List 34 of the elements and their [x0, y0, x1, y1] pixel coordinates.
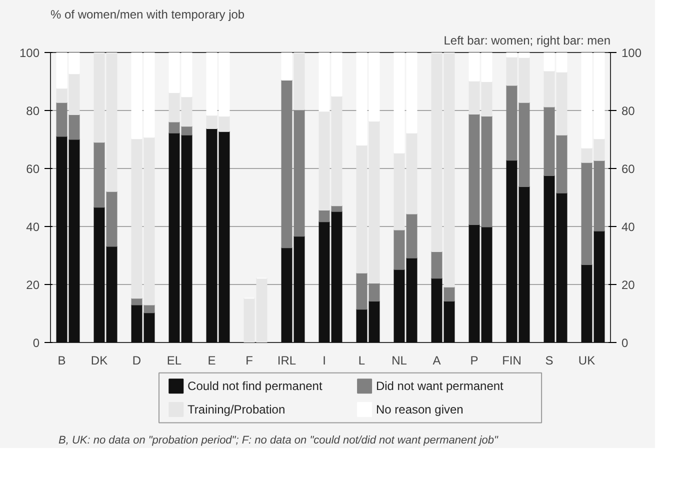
x-tick-label: FIN	[502, 354, 522, 368]
x-tick-label: E	[208, 354, 216, 368]
x-tick-label: A	[432, 354, 441, 368]
legend-label: Could not find permanent	[188, 379, 323, 394]
y2-tick-label: 80	[622, 104, 636, 118]
chart-subtitle: Left bar: women; right bar: men	[444, 34, 611, 48]
x-tick-label: EL	[166, 354, 182, 368]
x-tick-label: DK	[90, 354, 108, 368]
x-tick-label: P	[470, 354, 478, 368]
chart-title: % of women/men with temporary job	[50, 8, 245, 22]
legend-label: Did not want permanent	[376, 379, 504, 394]
x-tick-label: IRL	[277, 354, 296, 368]
text: B, UK: no data on "probation period"; F: no data on "could not/did not want permanent job"	[58, 434, 499, 446]
x-tick-label: D	[132, 354, 142, 368]
y-tick-label: 0	[32, 336, 40, 350]
x-tick-label: F	[246, 354, 253, 368]
y2-tick-label: 0	[622, 336, 628, 350]
y-tick-label: 80	[26, 104, 40, 118]
y2-tick-label: 100	[622, 46, 642, 60]
y-tick-label: 40	[26, 220, 40, 234]
y2-tick-label: 20	[622, 278, 636, 292]
x-tick-label: B	[58, 354, 66, 368]
legend-label: No reason given	[376, 402, 464, 416]
legend-label: Training/Probation	[188, 402, 286, 416]
y-tick-label: 60	[26, 162, 40, 176]
y2-tick-label: 60	[622, 162, 636, 176]
x-tick-label: UK	[578, 354, 596, 368]
x-tick-label: L	[358, 354, 366, 368]
x-tick-label: S	[545, 354, 554, 368]
x-tick-label: I	[322, 354, 326, 368]
y2-tick-label: 40	[622, 220, 636, 234]
y-tick-label: 20	[26, 278, 40, 292]
y-tick-label: 100	[19, 46, 40, 60]
x-tick-label: NL	[392, 354, 408, 368]
